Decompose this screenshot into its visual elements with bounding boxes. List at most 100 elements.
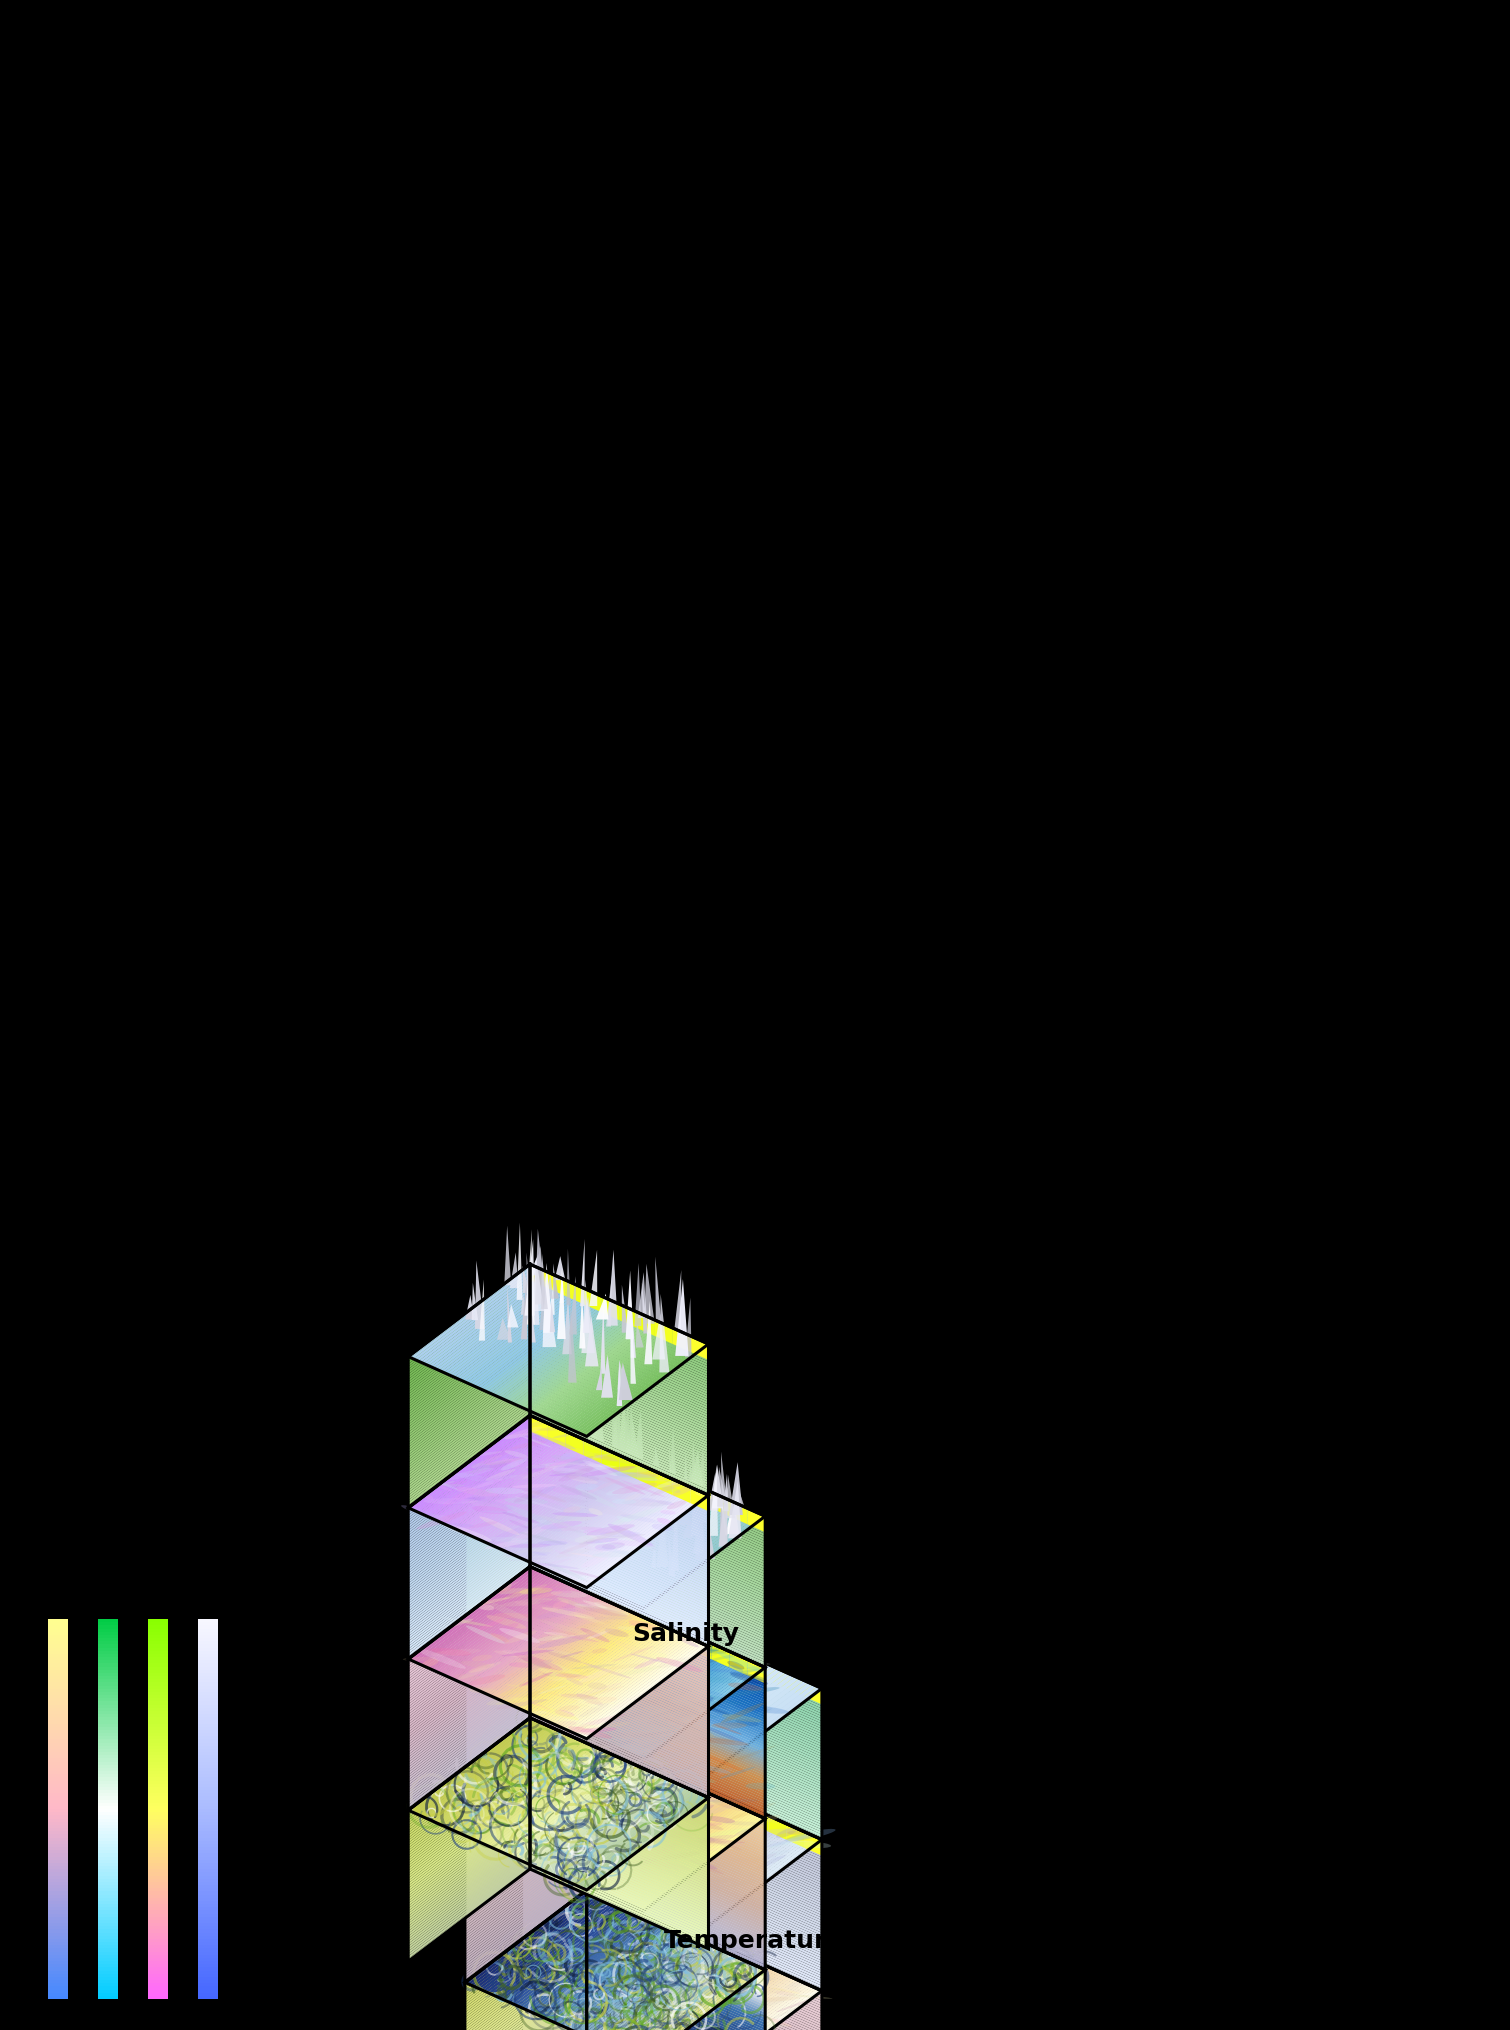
Polygon shape bbox=[639, 1963, 763, 2030]
Polygon shape bbox=[566, 1248, 571, 1305]
Polygon shape bbox=[465, 2018, 587, 2030]
Polygon shape bbox=[551, 1328, 675, 1421]
Ellipse shape bbox=[507, 1474, 525, 1482]
Polygon shape bbox=[473, 1596, 596, 1689]
Ellipse shape bbox=[675, 1640, 698, 1648]
Ellipse shape bbox=[595, 1985, 646, 1995]
Polygon shape bbox=[465, 1616, 587, 1711]
Ellipse shape bbox=[586, 1701, 624, 1707]
Polygon shape bbox=[465, 1443, 587, 1539]
Polygon shape bbox=[687, 1683, 812, 1776]
Polygon shape bbox=[465, 1551, 587, 1644]
Polygon shape bbox=[444, 1583, 568, 1677]
Polygon shape bbox=[530, 1592, 708, 1675]
Ellipse shape bbox=[581, 1466, 636, 1476]
Polygon shape bbox=[483, 1748, 607, 1841]
Polygon shape bbox=[643, 1746, 821, 1827]
Polygon shape bbox=[542, 1768, 666, 1864]
Polygon shape bbox=[590, 1795, 714, 1888]
Polygon shape bbox=[550, 1928, 673, 2022]
Polygon shape bbox=[465, 1931, 587, 2026]
Ellipse shape bbox=[592, 1551, 642, 1557]
Polygon shape bbox=[198, 1809, 217, 1813]
Polygon shape bbox=[506, 1762, 630, 1855]
Polygon shape bbox=[624, 1659, 747, 1752]
Ellipse shape bbox=[649, 1886, 664, 1894]
Polygon shape bbox=[530, 1685, 708, 1768]
Polygon shape bbox=[621, 1506, 744, 1600]
Polygon shape bbox=[408, 1464, 530, 1559]
Polygon shape bbox=[519, 1449, 530, 1488]
Ellipse shape bbox=[639, 1652, 667, 1661]
Polygon shape bbox=[595, 1494, 719, 1587]
Ellipse shape bbox=[551, 1626, 578, 1632]
Polygon shape bbox=[530, 1772, 655, 1866]
Ellipse shape bbox=[636, 1941, 652, 1945]
Ellipse shape bbox=[486, 1697, 519, 1705]
Ellipse shape bbox=[655, 1813, 701, 1819]
Polygon shape bbox=[642, 1663, 766, 1756]
Polygon shape bbox=[474, 1295, 599, 1389]
Polygon shape bbox=[643, 1663, 769, 1758]
Polygon shape bbox=[198, 1728, 217, 1730]
Polygon shape bbox=[643, 1770, 821, 1851]
Ellipse shape bbox=[535, 2008, 578, 2010]
Polygon shape bbox=[465, 2008, 587, 2030]
Ellipse shape bbox=[630, 1699, 660, 1703]
Polygon shape bbox=[198, 1945, 217, 1949]
Ellipse shape bbox=[609, 1841, 643, 1853]
Ellipse shape bbox=[547, 1632, 599, 1642]
Ellipse shape bbox=[571, 1671, 607, 1687]
Polygon shape bbox=[521, 1920, 643, 2016]
Polygon shape bbox=[479, 1279, 485, 1342]
Polygon shape bbox=[98, 1864, 118, 1866]
Polygon shape bbox=[465, 1600, 587, 1695]
Polygon shape bbox=[587, 1478, 766, 1559]
Polygon shape bbox=[643, 1612, 821, 1693]
Polygon shape bbox=[148, 1685, 168, 1689]
Polygon shape bbox=[198, 1807, 217, 1809]
Polygon shape bbox=[530, 1614, 708, 1697]
Polygon shape bbox=[530, 1547, 708, 1628]
Ellipse shape bbox=[492, 1843, 541, 1849]
Polygon shape bbox=[643, 1971, 821, 2030]
Polygon shape bbox=[465, 1752, 587, 1847]
Polygon shape bbox=[198, 1634, 217, 1638]
Polygon shape bbox=[587, 1744, 766, 1827]
Polygon shape bbox=[643, 1993, 821, 2030]
Polygon shape bbox=[625, 1661, 750, 1754]
Ellipse shape bbox=[628, 1870, 676, 1876]
Polygon shape bbox=[408, 1683, 530, 1778]
Polygon shape bbox=[148, 1705, 168, 1707]
Polygon shape bbox=[714, 1792, 732, 1815]
Polygon shape bbox=[48, 1886, 68, 1888]
Polygon shape bbox=[580, 1433, 587, 1510]
Polygon shape bbox=[198, 1628, 217, 1632]
Polygon shape bbox=[465, 1462, 587, 1557]
Polygon shape bbox=[583, 1786, 707, 1880]
Polygon shape bbox=[530, 1768, 708, 1851]
Polygon shape bbox=[587, 1628, 766, 1711]
Polygon shape bbox=[587, 1786, 766, 1870]
Ellipse shape bbox=[595, 1606, 631, 1612]
Ellipse shape bbox=[554, 1671, 578, 1679]
Polygon shape bbox=[521, 2000, 643, 2030]
Ellipse shape bbox=[515, 2006, 560, 2014]
Polygon shape bbox=[643, 1730, 821, 1813]
Ellipse shape bbox=[571, 1665, 618, 1669]
Ellipse shape bbox=[690, 1953, 722, 1961]
Polygon shape bbox=[98, 1878, 118, 1882]
Polygon shape bbox=[530, 1677, 708, 1760]
Ellipse shape bbox=[619, 1977, 636, 1983]
Ellipse shape bbox=[586, 1697, 618, 1705]
Polygon shape bbox=[497, 1317, 510, 1340]
Polygon shape bbox=[98, 1734, 118, 1736]
Polygon shape bbox=[530, 1764, 708, 1845]
Polygon shape bbox=[521, 1998, 643, 2030]
Polygon shape bbox=[98, 1622, 118, 1626]
Polygon shape bbox=[451, 1435, 575, 1529]
Polygon shape bbox=[408, 1561, 530, 1656]
Polygon shape bbox=[98, 1673, 118, 1677]
Polygon shape bbox=[643, 1632, 821, 1713]
Polygon shape bbox=[495, 1752, 619, 1845]
